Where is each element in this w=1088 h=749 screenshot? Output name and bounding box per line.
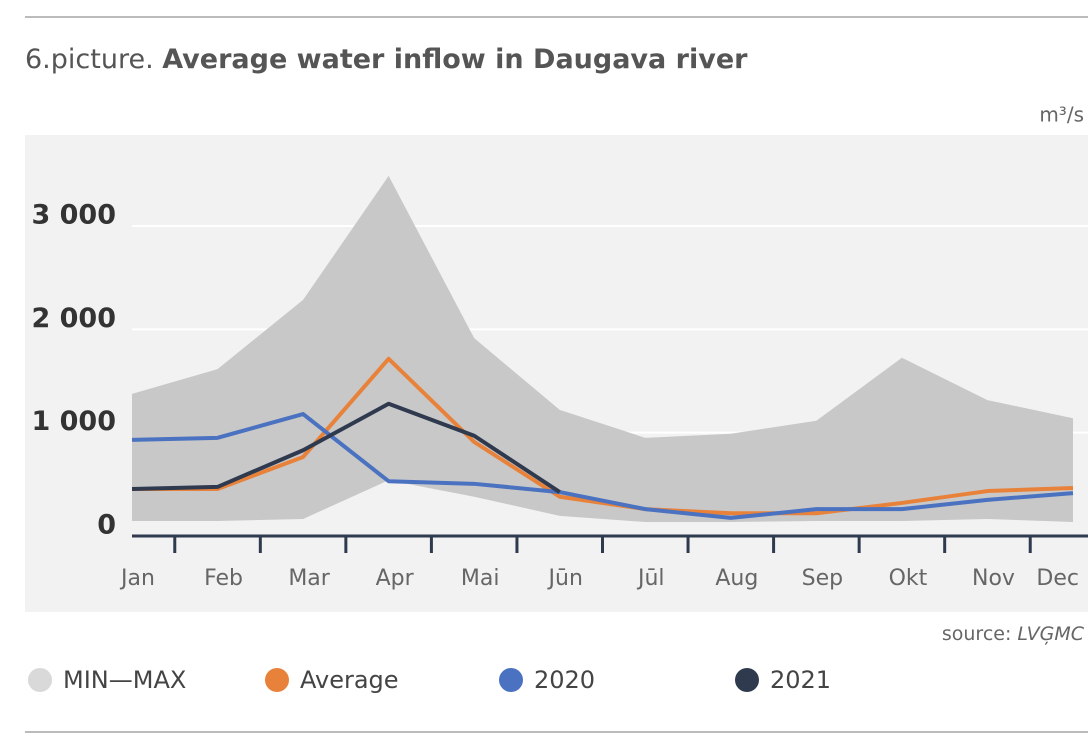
legend-swatch: [28, 668, 52, 692]
series-line: [131, 412, 1074, 520]
x-tick-label: Dec: [1036, 566, 1079, 591]
y-tick-label: 3 000: [31, 200, 116, 231]
x-tick-label: Feb: [204, 566, 243, 591]
x-tick-label: Jūl: [636, 566, 665, 591]
x-tick-label: Nov: [972, 566, 1015, 591]
y-tick-label: 1 000: [31, 406, 116, 437]
legend-label: 2020: [534, 666, 595, 694]
source: source: LVĢMC: [942, 623, 1085, 645]
legend-label: MIN—MAX: [63, 666, 186, 694]
y-tick-label: 0: [97, 510, 116, 541]
y-tick-label: 2 000: [31, 303, 116, 334]
x-tick-label: Mai: [461, 566, 500, 591]
unit-label: m³/s: [1039, 103, 1084, 127]
marks: [131, 175, 1074, 523]
legend: MIN—MAX Average 2020 2021: [28, 666, 831, 694]
axis: 0 1 000 2 000 3 000 Jan Feb Mar Apr Mai Jūn Jūl Aug…: [31, 200, 1088, 591]
chart-title: 6.picture. Average water inflow in Dauga…: [25, 44, 748, 75]
source-label: source:: [942, 623, 1012, 645]
title-main: Average water inflow in Daugava river: [162, 44, 748, 75]
series-line: [131, 401, 561, 494]
source-name: LVĢMC: [1017, 623, 1084, 645]
legend-label: 2021: [770, 666, 831, 694]
x-tick-label: Jūn: [547, 566, 583, 591]
legend-swatch: [265, 668, 289, 692]
x-tick-label: Aug: [715, 566, 758, 591]
x-tick-label: Mar: [288, 566, 330, 591]
legend-swatch: [735, 668, 759, 692]
x-tick-label: Okt: [889, 566, 928, 591]
min-max-band: [132, 175, 1073, 523]
series-line: [132, 356, 1074, 516]
title-prefix: 6.picture.: [25, 44, 154, 75]
x-tick-label: Jan: [119, 566, 155, 591]
legend-label: Average: [300, 666, 399, 694]
x-tick-label: Sep: [802, 566, 843, 591]
legend-swatch: [499, 668, 523, 692]
x-tick-label: Apr: [376, 566, 415, 591]
